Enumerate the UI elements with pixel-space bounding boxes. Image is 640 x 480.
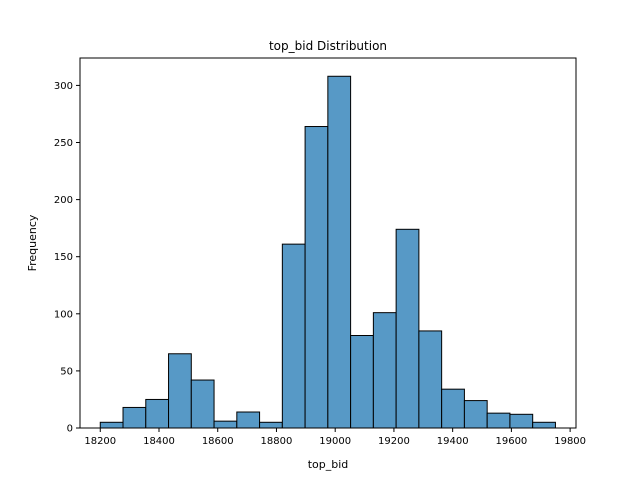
histogram-bar	[236, 411, 261, 429]
histogram-bar	[486, 412, 511, 429]
histogram-bar	[350, 335, 374, 429]
histogram-bar	[372, 312, 397, 429]
y-tick-label: 250	[54, 138, 73, 149]
histogram-bar	[395, 228, 420, 429]
chart-title: top_bid Distribution	[269, 39, 387, 53]
x-tick-label: 18200	[84, 436, 116, 447]
histogram-bar	[509, 413, 534, 429]
histogram-bar	[145, 398, 170, 429]
histogram-bar	[122, 406, 147, 429]
histogram-bar	[327, 75, 352, 429]
histogram-bar	[281, 243, 306, 429]
histogram-bar	[259, 421, 283, 429]
x-axis-label: top_bid	[308, 458, 349, 471]
y-tick-label: 300	[54, 81, 73, 92]
x-tick-label: 18400	[143, 436, 175, 447]
y-tick-label: 0	[67, 424, 73, 435]
x-tick-label: 19000	[319, 436, 351, 447]
x-tick-label: 18600	[202, 436, 234, 447]
histogram-bar	[213, 420, 238, 429]
histogram-bar	[463, 400, 488, 429]
bars-group	[99, 75, 556, 429]
histogram-bar	[99, 421, 124, 429]
x-tick-label: 19800	[554, 436, 586, 447]
histogram-bar	[304, 126, 329, 429]
histogram-bar	[190, 379, 215, 429]
histogram-bar	[418, 330, 443, 429]
y-tick-label: 150	[54, 252, 73, 263]
y-axis: 0 50 100 150 200 250 300	[54, 81, 80, 435]
y-tick-label: 50	[60, 366, 73, 377]
plot-frame	[79, 57, 577, 429]
x-tick-label: 19200	[378, 436, 410, 447]
x-tick-label: 18800	[261, 436, 293, 447]
histogram-bar	[441, 388, 465, 429]
x-tick-label: 19400	[437, 436, 469, 447]
y-tick-label: 100	[54, 309, 73, 320]
y-tick-label: 200	[54, 195, 73, 206]
x-axis: 18200 18400 18600 18800 19000 19200 19400 19600…	[84, 428, 586, 447]
y-axis-label: Frequency	[26, 214, 39, 271]
histogram-bar	[168, 353, 192, 429]
x-tick-label: 19600	[495, 436, 527, 447]
histogram-bar	[532, 421, 556, 429]
